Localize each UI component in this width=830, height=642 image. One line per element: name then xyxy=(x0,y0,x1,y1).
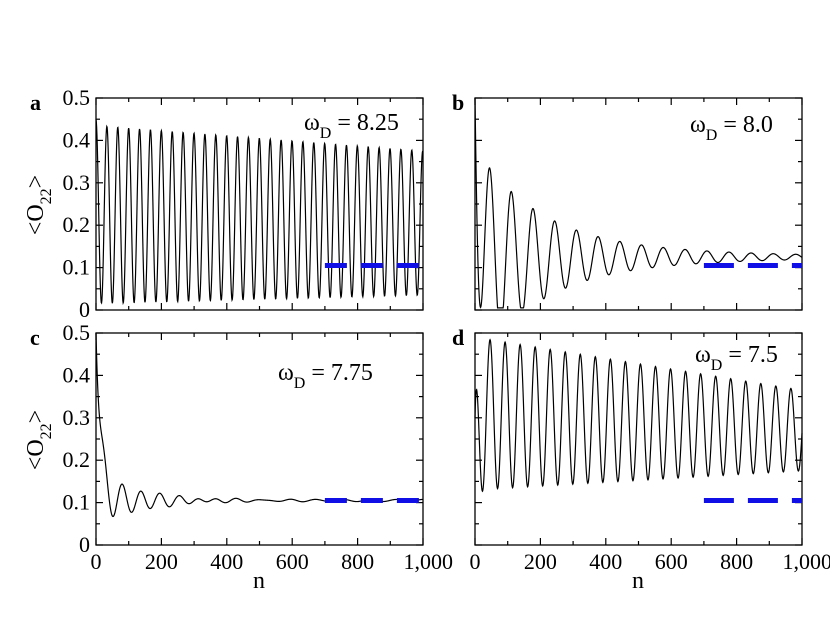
panel-c: c 0 0.1 0.2 0.3 0.4 0.5 0 200 400 600 800 1,000 ωD… xyxy=(23,320,453,594)
panel-c-letter: c xyxy=(30,325,40,350)
x-tick-label: 400 xyxy=(589,549,622,574)
x-tick-label: 200 xyxy=(145,549,178,574)
panel-a-letter: a xyxy=(30,90,41,115)
x-tick-label: 800 xyxy=(341,549,374,574)
x-tick-label: 0 xyxy=(91,549,102,574)
y-tick-label: 0.4 xyxy=(63,362,91,387)
x-tick-label: 600 xyxy=(276,549,309,574)
panel-c-y-axis: 0 0.1 0.2 0.3 0.4 0.5 xyxy=(63,320,423,557)
x-tick-label: 1,000 xyxy=(404,549,454,574)
x-tick-label: 1,000 xyxy=(783,549,830,574)
panel-a-y-axis-title: <O22> xyxy=(23,175,55,235)
panel-c-omega-label: ωD = 7.75 xyxy=(278,360,373,392)
panel-a-data-line xyxy=(95,119,424,306)
panel-b-x-axis xyxy=(474,98,803,310)
panel-b-omega-label: ωD = 8.0 xyxy=(690,112,773,144)
panel-c-x-axis: 0 200 400 600 800 1,000 xyxy=(91,333,454,574)
panel-a: a 0 0.1 0.2 0.3 0.4 0.5 ωD = 8.25 <O22> xyxy=(23,85,424,322)
x-tick-label: 200 xyxy=(524,549,557,574)
panel-d: d 0 200 400 600 800 1,000 ωD = 7.5 n xyxy=(452,325,830,594)
y-tick-label: 0.2 xyxy=(63,212,91,237)
panel-b-data-line xyxy=(474,97,803,309)
y-tick-label: 0.5 xyxy=(63,85,91,110)
panel-b: b ωD = 8.0 xyxy=(452,90,803,311)
panel-b-letter: b xyxy=(452,90,464,115)
x-tick-label: 400 xyxy=(210,549,243,574)
y-tick-label: 0.1 xyxy=(63,490,91,515)
y-tick-label: 0 xyxy=(79,532,90,557)
panel-c-frame xyxy=(95,332,424,546)
panel-d-x-axis-title: n xyxy=(632,568,644,594)
panel-c-y-axis-title: <O22> xyxy=(23,410,55,470)
panel-a-omega-label: ωD = 8.25 xyxy=(304,110,399,142)
panel-d-data-line xyxy=(474,338,803,493)
x-tick-label: 600 xyxy=(655,549,688,574)
panel-c-data-line xyxy=(95,332,424,518)
y-tick-label: 0.3 xyxy=(63,170,91,195)
panel-a-y-axis: 0 0.1 0.2 0.3 0.4 0.5 xyxy=(63,85,423,322)
y-tick-label: 0.3 xyxy=(63,405,91,430)
x-tick-label: 800 xyxy=(720,549,753,574)
y-tick-label: 0 xyxy=(79,297,90,322)
panel-a-x-axis xyxy=(95,98,424,310)
panel-c-x-axis-title: n xyxy=(253,568,265,594)
panel-d-x-axis: 0 200 400 600 800 1,000 xyxy=(470,333,830,574)
panel-d-omega-label: ωD = 7.5 xyxy=(695,342,778,374)
y-tick-label: 0.1 xyxy=(63,255,91,280)
y-tick-label: 0.4 xyxy=(63,127,91,152)
panel-d-letter: d xyxy=(452,325,464,350)
y-tick-label: 0.5 xyxy=(63,320,91,345)
y-tick-label: 0.2 xyxy=(63,447,91,472)
x-tick-label: 0 xyxy=(470,549,481,574)
